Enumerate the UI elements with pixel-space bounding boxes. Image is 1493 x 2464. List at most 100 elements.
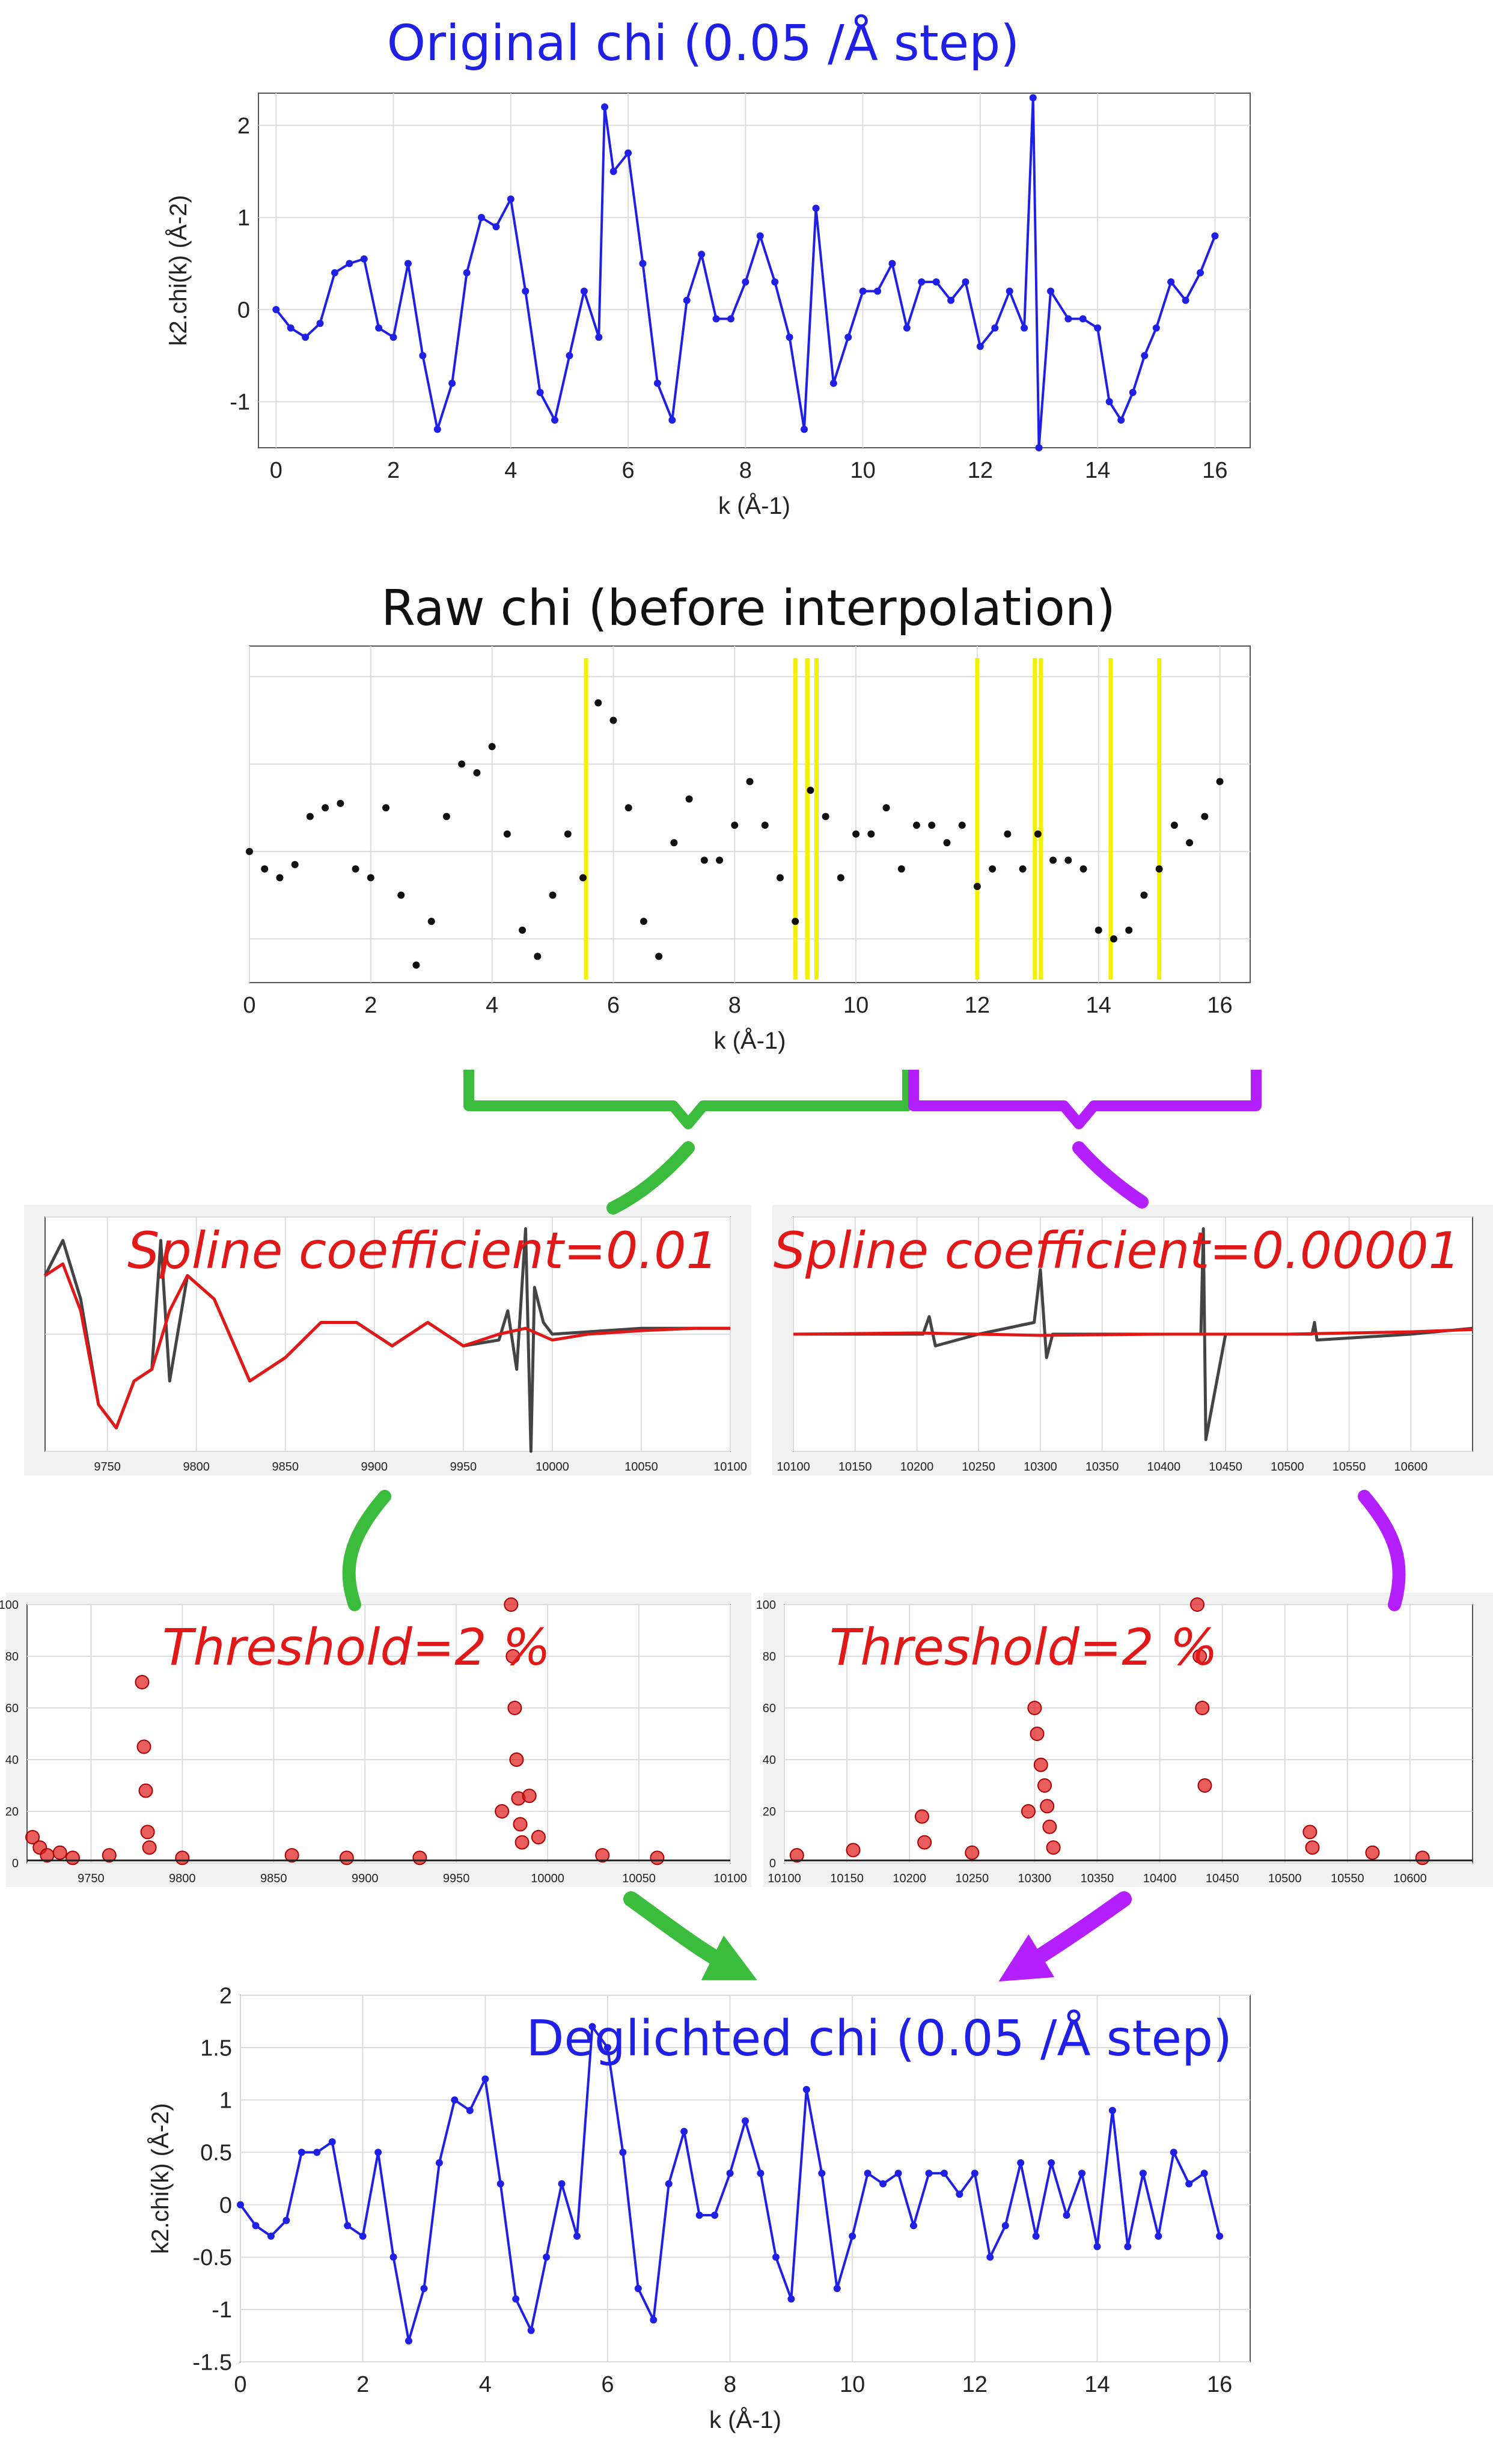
data-point: [742, 278, 750, 286]
x-tick-label: 4: [486, 993, 498, 1018]
data-point: [1064, 315, 1072, 323]
data-point: [1040, 1799, 1055, 1814]
data-point: [1029, 94, 1037, 102]
x-tick-label: 6: [622, 458, 635, 483]
data-point: [812, 204, 820, 212]
data-point: [433, 425, 441, 433]
data-point: [727, 315, 734, 323]
data-point: [761, 822, 769, 829]
data-point: [397, 891, 405, 899]
data-point: [846, 1843, 861, 1858]
data-point: [1139, 2170, 1147, 2177]
x-tick-label: 9750: [78, 1872, 105, 1885]
data-point: [503, 830, 511, 838]
data-point: [322, 804, 329, 812]
x-tick-label: 9950: [450, 1460, 477, 1474]
data-point: [1094, 324, 1102, 332]
data-point: [1017, 2159, 1025, 2167]
data-point: [1201, 813, 1209, 820]
data-point: [1079, 315, 1087, 323]
data-point: [695, 2212, 703, 2219]
x-axis-label: k (Å-1): [709, 2406, 781, 2433]
x-tick-label: 2: [356, 2372, 369, 2397]
x-tick-label: 10150: [830, 1872, 864, 1885]
data-point: [639, 260, 647, 267]
y-tick-label: 80: [763, 1650, 776, 1664]
x-tick-label: 8: [739, 458, 752, 483]
chart-threshold-left: 9750 9800 9850 9900 9950 10000 10050 10100 0 20 40…: [0, 1593, 751, 1887]
data-point: [1048, 2159, 1055, 2167]
x-tick-label: 4: [504, 458, 517, 483]
flow-annotations: [342, 1070, 1406, 1982]
data-point: [787, 2295, 795, 2303]
data-point: [976, 343, 984, 350]
data-point: [534, 953, 542, 960]
x-tick-label: 10300: [1024, 1460, 1057, 1474]
x-tick-label: 10200: [893, 1872, 926, 1885]
data-point: [1141, 352, 1149, 359]
data-point: [463, 269, 471, 276]
data-point: [135, 1675, 150, 1689]
data-point: [1190, 1597, 1204, 1612]
y-tick-label: 1: [237, 206, 250, 231]
data-point: [346, 260, 353, 267]
data-point: [512, 2295, 520, 2303]
x-tick-label: 10250: [955, 1872, 989, 1885]
data-point: [1117, 416, 1125, 424]
x-tick-label: 10000: [531, 1872, 564, 1885]
y-tick-label: 1: [219, 2088, 232, 2114]
data-point: [509, 1752, 524, 1767]
data-point: [731, 822, 739, 829]
data-point: [711, 2212, 719, 2219]
x-tick-label: 10350: [1081, 1872, 1114, 1885]
x-tick-label: 6: [601, 2372, 614, 2397]
data-point: [451, 2096, 459, 2104]
data-point: [910, 2222, 917, 2230]
data-point: [867, 830, 875, 838]
data-point: [313, 2148, 321, 2156]
x-tick-label: 10150: [838, 1460, 872, 1474]
y-tick-label: 0: [237, 297, 250, 323]
data-point: [1186, 839, 1194, 847]
purple-connector-icon: [1072, 1141, 1149, 1209]
x-tick-label: 2: [387, 458, 400, 483]
data-point: [466, 2106, 474, 2114]
y-tick-label: 0: [769, 1857, 776, 1870]
data-point: [175, 1850, 190, 1865]
data-point: [655, 953, 663, 960]
data-point: [1200, 2170, 1208, 2177]
x-tick-label: 12: [968, 458, 993, 483]
data-point: [412, 961, 420, 969]
data-point: [685, 795, 693, 803]
data-point: [1095, 926, 1102, 934]
data-point: [306, 813, 314, 820]
y-tick-label: 2: [219, 1983, 232, 2008]
series-line: [44, 1262, 730, 1430]
data-point: [837, 874, 844, 882]
x-axis-label: k (Å-1): [714, 1027, 786, 1054]
data-point: [650, 2316, 658, 2324]
data-point: [776, 874, 784, 882]
data-point: [925, 2170, 933, 2177]
x-tick-label: 10100: [713, 1872, 747, 1885]
x-tick-label: 10100: [713, 1460, 747, 1474]
series-line: [793, 1328, 1473, 1337]
plot-area: [258, 93, 1251, 448]
data-point: [527, 2326, 535, 2334]
data-point: [986, 2253, 994, 2261]
data-point: [496, 2180, 504, 2188]
data-point: [1305, 1840, 1320, 1855]
plot-area: [784, 1604, 1473, 1864]
x-tick-label: 10: [850, 458, 875, 483]
data-point: [742, 2117, 749, 2125]
data-point: [513, 1817, 528, 1832]
data-point: [1185, 2180, 1193, 2188]
data-point: [726, 2170, 734, 2177]
data-point: [339, 1850, 354, 1865]
x-tick-label: 16: [1207, 993, 1232, 1018]
data-point: [594, 699, 602, 707]
data-point: [473, 769, 481, 776]
data-point: [551, 416, 559, 424]
data-point: [1182, 296, 1189, 304]
